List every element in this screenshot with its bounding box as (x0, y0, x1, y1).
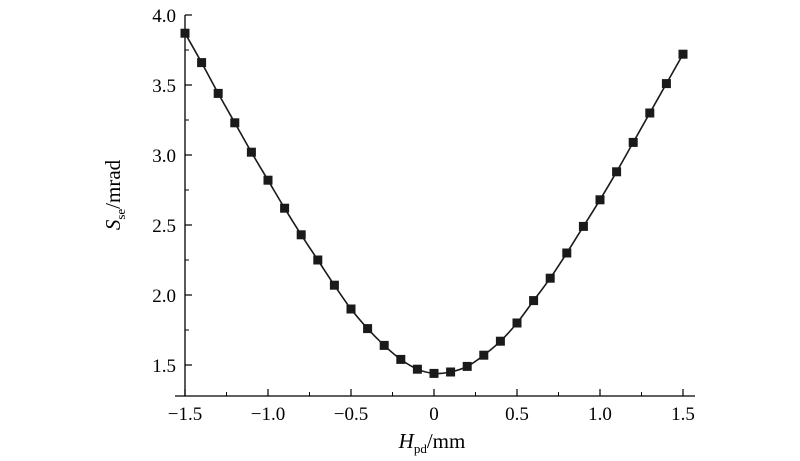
data-point-marker (495, 336, 505, 346)
y-axis-label-sub: se (113, 209, 128, 220)
y-tick-label: 2.5 (152, 216, 176, 237)
data-point-marker (446, 367, 456, 377)
axes (175, 15, 695, 397)
x-tick-label: −1.5 (168, 404, 202, 425)
data-point-marker (280, 203, 290, 213)
data-point-marker (263, 175, 273, 185)
y-axis-label-unit: /mrad (101, 159, 125, 208)
x-axis-label: Hpd/mm (398, 429, 466, 456)
data-point-marker (645, 108, 655, 118)
axis-labels: Hpd/mm Sse/mrad (101, 159, 465, 456)
data-point-marker (429, 368, 439, 378)
x-tick-label: 0.5 (505, 404, 529, 425)
y-tick-label: 3.5 (152, 76, 176, 97)
data-point-marker (661, 79, 671, 89)
ticks: −1.5 −1.0 −0.5 0 0.5 1.0 1.5 1.5 2.0 2.5 3.0 3.5 4.0 (152, 6, 695, 425)
data-point-marker (246, 147, 256, 157)
y-axis-label-main: S (101, 219, 125, 230)
x-axis-label-main: H (398, 429, 416, 453)
data-point-marker (363, 324, 373, 334)
x-tick-label: 1.5 (671, 404, 695, 425)
data-point-marker (595, 195, 605, 205)
y-tick-label: 4.0 (152, 6, 176, 27)
data-point-marker (545, 273, 555, 283)
data-point-marker (462, 361, 472, 371)
x-tick-label: −0.5 (334, 404, 368, 425)
data-point-marker (412, 364, 422, 374)
data-point-marker (213, 88, 223, 98)
data-point-marker (296, 230, 306, 240)
data-point-marker (329, 280, 339, 290)
data-point-marker (562, 248, 572, 258)
x-axis-label-sub: pd (414, 441, 428, 456)
data-point-marker (313, 255, 323, 265)
x-tick-label: 1.0 (588, 404, 612, 425)
data-point-marker (512, 318, 522, 328)
y-axis-label: Sse/mrad (101, 159, 128, 230)
data-point-marker (230, 118, 240, 128)
x-tick-label: −1.0 (251, 404, 285, 425)
data-point-marker (678, 49, 688, 59)
y-tick-label: 1.5 (152, 356, 176, 377)
data-point-marker (197, 58, 207, 68)
data-point-marker (529, 296, 539, 306)
series-layer (180, 28, 688, 378)
x-axis-label-unit: /mm (427, 429, 466, 453)
data-point-marker (180, 28, 190, 38)
y-tick-label: 3.0 (152, 146, 176, 167)
data-point-marker (628, 137, 638, 147)
y-tick-label: 2.0 (152, 286, 176, 307)
data-point-marker (578, 221, 588, 231)
series-line (184, 32, 684, 375)
data-point-marker (379, 340, 389, 350)
data-point-marker (612, 167, 622, 177)
data-point-marker (396, 354, 406, 364)
data-point-marker (346, 304, 356, 314)
x-tick-label: 0 (429, 404, 439, 425)
data-point-marker (479, 350, 489, 360)
